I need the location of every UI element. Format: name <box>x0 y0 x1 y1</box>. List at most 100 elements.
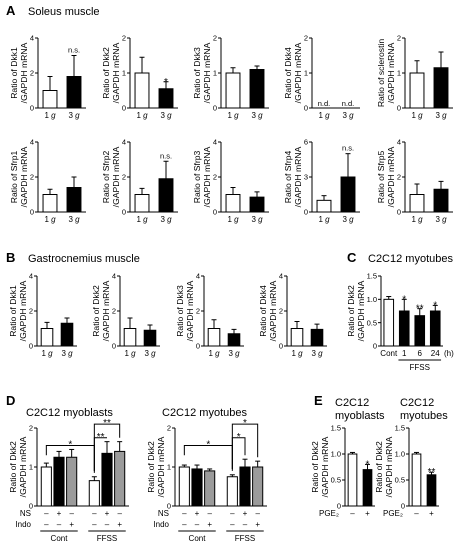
bar <box>433 188 449 213</box>
bar <box>249 196 265 213</box>
condition-row-label: PGE₂ <box>383 509 403 518</box>
bar <box>204 470 216 507</box>
group-label: FFSS <box>410 363 430 372</box>
bar <box>225 194 241 213</box>
x-tick-label: 3 g <box>61 349 73 358</box>
bar <box>411 453 422 507</box>
condition-mark: + <box>243 509 248 518</box>
not-detected-label: n.d. <box>342 99 355 108</box>
bar <box>66 76 82 109</box>
significance-label: ** <box>103 418 111 429</box>
bar <box>398 310 410 347</box>
panel-c-title: C2C12 myotubes <box>368 253 453 265</box>
y-tick-label: 0 <box>196 342 200 351</box>
y-tick-label: 0 <box>397 104 401 113</box>
y-tick-label: 0 <box>122 208 126 217</box>
y-axis-label: Ratio of Sfrp3/GAPDH mRNA <box>192 146 212 207</box>
bar <box>123 328 137 347</box>
y-tick-label: 0 <box>213 104 217 113</box>
y-tick-label: 2 <box>397 34 401 43</box>
x-tick-label: 6 <box>418 349 423 358</box>
bar <box>225 72 241 109</box>
y-axis-label: Ratio of Dkk3/GAPDH mRNA <box>175 280 195 341</box>
y-axis-label: Ratio of Sfrp5/GAPDH mRNA <box>376 146 396 207</box>
bar <box>40 466 52 507</box>
y-tick-label: 0.5 <box>395 476 405 485</box>
x-tick-label: 1 g <box>291 349 303 358</box>
y-tick-label: 1 <box>29 463 33 472</box>
x-tick-label: 1 g <box>227 111 239 120</box>
panel-e-title-myoblasts: C2C12 myoblasts <box>335 397 385 422</box>
x-tick-label: 1 g <box>44 111 56 120</box>
bar <box>101 452 113 507</box>
panel-a-title: Soleus muscle <box>28 6 100 18</box>
x-tick-label: 1 g <box>411 215 423 224</box>
y-tick-label: 0 <box>397 208 401 217</box>
condition-mark: – <box>230 509 235 518</box>
condition-mark: + <box>255 520 260 529</box>
condition-mark: + <box>429 509 434 518</box>
y-tick-label: 2 <box>29 424 33 433</box>
condition-row-label: PGE₂ <box>319 509 339 518</box>
condition-mark: – <box>44 520 49 529</box>
y-tick-label: 2 <box>279 307 283 316</box>
y-axis-label: Ratio of Dkk2/GAPDH mRNA <box>346 280 366 341</box>
x-tick-label: 3 g <box>160 215 172 224</box>
group-label: FFSS <box>97 534 117 543</box>
y-tick-label: 1.0 <box>395 450 405 459</box>
significance-label: ** <box>428 467 436 478</box>
bar <box>60 322 74 347</box>
panel-e-title-myotubes: C2C12 myotubes <box>400 397 448 422</box>
x-tick-label: 1 g <box>124 349 136 358</box>
significance-label: * <box>206 440 210 451</box>
significance-label: * <box>433 300 437 311</box>
condition-mark: – <box>105 520 110 529</box>
y-tick-label: 0 <box>337 502 341 511</box>
y-tick-label: 1 <box>122 69 126 78</box>
bar <box>66 456 78 507</box>
bar <box>158 88 174 109</box>
y-tick-label: 0 <box>373 342 377 351</box>
bar <box>227 333 241 347</box>
condition-mark: – <box>243 520 248 529</box>
x-tick-label: 1 <box>402 349 407 358</box>
significance-label: * <box>164 77 168 88</box>
panel-c-label: C <box>347 250 357 265</box>
y-axis-label: Ratio of sclerostin/GAPDH mRNA <box>376 39 396 108</box>
y-tick-label: 0 <box>29 502 33 511</box>
group-label: Cont <box>51 534 69 543</box>
condition-mark: + <box>117 520 122 529</box>
y-tick-label: 0 <box>167 502 171 511</box>
not-detected-label: n.d. <box>318 99 331 108</box>
y-tick-label: 6 <box>304 138 308 147</box>
bar <box>347 453 358 507</box>
significance-label: ** <box>416 304 424 315</box>
x-tick-label: 3 g <box>68 215 80 224</box>
bar <box>40 328 54 347</box>
y-tick-label: 4 <box>30 34 34 43</box>
bar <box>239 466 251 507</box>
bar <box>53 456 65 507</box>
condition-mark: – <box>195 520 200 529</box>
y-tick-label: 4 <box>279 272 283 281</box>
x-tick-label: 3 g <box>251 111 263 120</box>
y-tick-label: 0 <box>30 104 34 113</box>
condition-row-label: NS <box>20 509 31 518</box>
bar <box>316 199 332 213</box>
bar <box>143 329 157 347</box>
bar <box>134 194 150 213</box>
condition-mark: – <box>350 509 355 518</box>
significance-bracket <box>93 423 121 471</box>
y-axis-label: Ratio of Sfrp4/GAPDH mRNA <box>283 146 303 207</box>
y-tick-label: 1 <box>304 69 308 78</box>
bar <box>433 67 449 109</box>
bar <box>290 328 304 347</box>
bar <box>178 466 190 507</box>
